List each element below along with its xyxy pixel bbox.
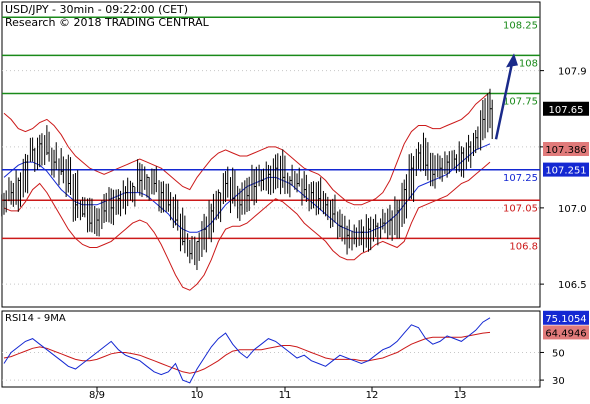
x-axis-label-1: 10 (191, 390, 204, 400)
price-badge-label-2: 107.251 (545, 166, 586, 177)
x-axis: 8/9 10 11 12 13 (89, 387, 467, 401)
rsi-panel-frame (1, 310, 541, 388)
level-label-4: 107.05 (503, 203, 538, 214)
rsi-badge-bg-0 (543, 310, 589, 325)
forecast-arrow-shaft (494, 63, 514, 140)
price-bars (1, 88, 493, 271)
chart-title: USD/JPY - 30min - 09:22:00 (CET) (5, 3, 188, 16)
price-badge-label-0: 107.65 (549, 105, 584, 116)
price-badge-label-1: 107.386 (545, 145, 586, 156)
price-badge-bg-0 (543, 101, 589, 116)
level-lines: 108.25 108 107.75 107.25 107.05 106.8 (2, 16, 540, 252)
x-axis-label-2: 11 (279, 390, 292, 400)
right-axis-label-1: 107.0 (558, 204, 587, 215)
right-axis-label-3: 107.9 (558, 67, 587, 78)
rsi-panel: RSI14 - 9MA (1, 310, 541, 388)
rsi-badge-bg-1 (543, 325, 589, 340)
price-badge-bg-1 (543, 142, 589, 157)
right-axis-label-0: 106.5 (558, 280, 587, 291)
rsi-axis-label-1: 50 (552, 348, 565, 359)
bollinger-upper-line (3, 91, 491, 206)
level-label-2: 107.75 (503, 97, 538, 108)
level-label-3: 107.25 (503, 173, 538, 184)
x-axis-label-4: 13 (454, 390, 467, 400)
x-axis-label-3: 12 (366, 390, 379, 400)
rsi-badge-label-0: 75.1054 (545, 314, 586, 325)
forecast-arrow-head (506, 53, 518, 68)
price-badge-bg-2 (543, 162, 589, 177)
rsi-lines (3, 317, 491, 384)
rsi-ma-line (3, 331, 491, 374)
rsi-label: RSI14 - 9MA (5, 313, 66, 324)
rsi-grid (2, 351, 540, 381)
x-axis-label-0: 8/9 (89, 390, 105, 400)
rsi-axis-label-0: 30 (552, 376, 565, 387)
level-label-5: 106.8 (509, 241, 538, 252)
main-panel-frame (1, 1, 541, 308)
chart-copyright: Research © 2018 TRADING CENTRAL (5, 16, 210, 29)
rsi-line (3, 317, 491, 384)
forecast-arrow (494, 53, 518, 140)
bollinger-lower-line (3, 161, 491, 291)
level-label-0: 108.25 (503, 20, 538, 31)
rsi-axis: 30 50 75.1054 64.4946 (540, 310, 589, 387)
main-panel: 108.25 108 107.75 107.25 107.05 106.8 USD/JPY… (1, 1, 541, 308)
rsi-badge-label-1: 64.4946 (545, 328, 586, 339)
level-label-1: 108 (519, 58, 538, 69)
